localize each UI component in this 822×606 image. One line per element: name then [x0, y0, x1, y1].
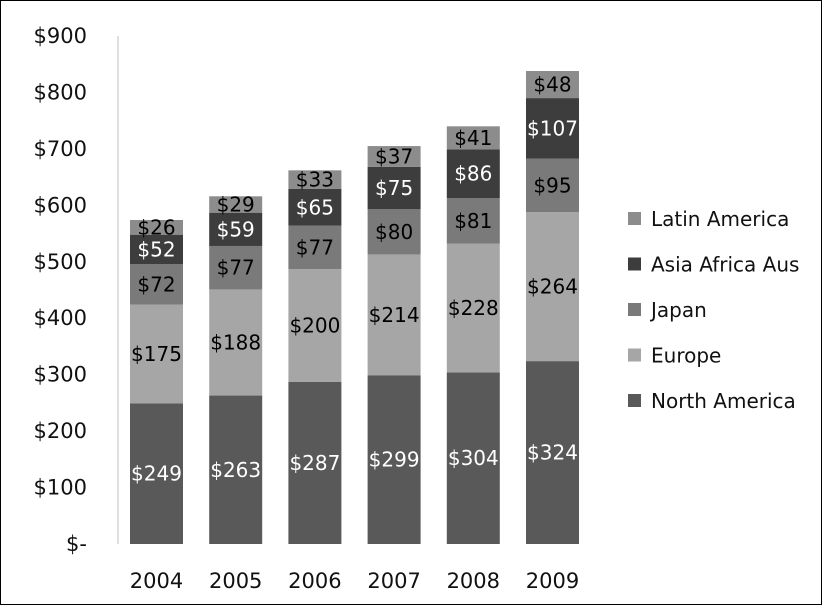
data-label: $72 [137, 272, 175, 296]
data-label: $65 [296, 195, 334, 219]
bar-segment [288, 225, 342, 270]
bar-segment [526, 70, 579, 99]
y-tick-label: $300 [34, 363, 87, 387]
x-tick-label: 2004 [130, 569, 183, 593]
bar-segment [367, 209, 421, 255]
data-label: $81 [454, 209, 492, 233]
bar-segment [446, 372, 500, 544]
data-label: $200 [289, 314, 340, 338]
legend-swatch [628, 348, 641, 362]
bar-segment [446, 149, 500, 198]
bar-segment [446, 126, 500, 150]
y-tick-label: $500 [34, 250, 87, 274]
data-label: $188 [210, 330, 261, 354]
bar-segment [367, 254, 421, 376]
data-label: $214 [369, 303, 420, 327]
data-label: $86 [454, 162, 492, 186]
x-tick-label: 2005 [209, 569, 262, 593]
data-label: $77 [217, 256, 255, 280]
bar-segment [446, 197, 500, 244]
bar-segment [367, 146, 421, 167]
y-tick-label: $200 [34, 419, 87, 443]
legend-label: Asia Africa Aus [651, 253, 799, 277]
legend-swatch [628, 394, 641, 407]
x-tick-label: 2006 [288, 569, 341, 593]
bar-segment [526, 158, 579, 213]
data-label: $299 [369, 448, 420, 472]
data-label: $59 [217, 217, 255, 241]
data-label: $264 [527, 275, 578, 299]
x-tick-label: 2007 [367, 569, 420, 593]
legend-label: North America [651, 389, 796, 413]
y-tick-label: $600 [34, 193, 87, 217]
y-tick-label: $900 [34, 24, 87, 48]
x-axis: 2004 2005 2006 2007 2008 2009 [130, 569, 579, 593]
bar-segment [209, 245, 263, 290]
bars: $249 $175 $72 $52$26 $263 $188 $77 $59$29 $287 $2… [130, 70, 579, 544]
data-label: $48 [533, 73, 571, 97]
y-axis: $- $100 $200 $300 $400 $500 $600 $700 $800 $900 [34, 24, 87, 556]
x-tick-label: 2009 [526, 569, 579, 593]
bar-segment [130, 220, 183, 235]
data-label: $26 [137, 215, 175, 239]
data-label: $175 [131, 342, 182, 366]
legend-swatch [628, 303, 641, 316]
bar-segment [130, 403, 183, 544]
data-label: $304 [448, 446, 499, 470]
bar-segment [526, 361, 579, 544]
data-label: $41 [454, 126, 492, 150]
legend-label: Europe [651, 344, 721, 368]
legend: Latin America Asia Africa Aus Japan Europe N… [628, 207, 799, 413]
legend-label: Latin America [651, 207, 789, 231]
bar-segment [526, 212, 579, 362]
x-tick-label: 2008 [447, 569, 500, 593]
data-label: $80 [375, 220, 413, 244]
bar-segment [130, 304, 183, 404]
legend-label: Japan [649, 298, 707, 322]
data-label: $37 [375, 145, 413, 169]
data-label: $324 [527, 441, 578, 465]
data-label: $52 [137, 237, 175, 261]
data-label: $77 [296, 235, 334, 259]
bar-segment [526, 98, 579, 159]
y-tick-label: $700 [34, 137, 87, 161]
bar-segment [288, 382, 342, 544]
bar-segment [288, 269, 342, 383]
data-label: $249 [131, 462, 182, 486]
y-tick-label: $- [66, 532, 87, 556]
data-label: $287 [289, 451, 340, 475]
bar-segment [130, 234, 183, 265]
data-label: $95 [533, 173, 571, 197]
data-label: $228 [448, 296, 499, 320]
bar-segment [209, 289, 263, 396]
data-label: $33 [296, 168, 334, 192]
bar-segment [367, 166, 421, 210]
data-label: $263 [210, 458, 261, 482]
bar-segment [288, 170, 342, 189]
y-tick-label: $100 [34, 476, 87, 500]
bar-segment [367, 375, 421, 544]
y-tick-label: $800 [34, 80, 87, 104]
bar-segment [209, 395, 263, 544]
bar-segment [446, 243, 500, 373]
data-label: $107 [527, 116, 578, 140]
bar-segment [209, 196, 263, 213]
data-label: $75 [375, 176, 413, 200]
y-tick-label: $400 [34, 306, 87, 330]
data-label: $29 [217, 192, 255, 216]
bar-segment [288, 188, 342, 226]
bar-segment [209, 212, 263, 246]
legend-swatch [628, 212, 641, 225]
bar-segment [130, 264, 183, 305]
legend-swatch [628, 257, 641, 271]
